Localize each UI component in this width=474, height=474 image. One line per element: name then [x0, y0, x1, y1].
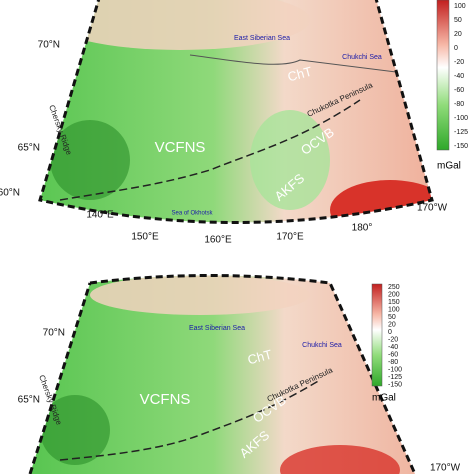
colorbar-tick-label: -125 — [454, 129, 468, 136]
colorbar-tick-label: 50 — [388, 314, 396, 321]
colorbar-unit: mGal — [372, 393, 396, 404]
place-label: ChT — [286, 64, 314, 85]
colorbar-tick-label: -80 — [388, 359, 398, 366]
colorbar-tick-label: -100 — [388, 366, 402, 373]
place-label: East Siberian Sea — [234, 35, 290, 42]
colorbar-tick-label: 50 — [454, 17, 462, 24]
colorbar-tick-label: -60 — [388, 351, 398, 358]
colorbar-unit: mGal — [437, 161, 461, 172]
lon-label: 150°E — [131, 232, 159, 243]
colorbar-tick-label: 100 — [454, 3, 466, 10]
colorbar-tick-label: 0 — [388, 329, 392, 336]
colorbar — [371, 283, 383, 387]
lon-label: 180° — [352, 223, 373, 234]
lon-label: 170°W — [430, 463, 461, 474]
colorbar — [436, 0, 450, 151]
place-label: VCFNS — [140, 391, 191, 408]
colorbar-tick-label: -100 — [454, 115, 468, 122]
colorbar-tick-label: 20 — [454, 31, 462, 38]
panel: 70°N 65°N 60°N 140°E 150°E 160°E 170°E 180° 170°… — [0, 0, 468, 246]
map-frame — [38, 0, 434, 224]
lon-label: 170°E — [276, 232, 304, 243]
map-field — [30, 275, 415, 474]
place-label: Chukchi Sea — [342, 54, 382, 61]
colorbar-tick-label: 100 — [388, 306, 400, 313]
colorbar-tick-label: -20 — [454, 59, 464, 66]
colorbar-tick-label: -40 — [454, 73, 464, 80]
colorbar-tick-label: 20 — [388, 321, 396, 328]
lon-label: 140°E — [86, 210, 114, 221]
map-field — [40, 0, 432, 223]
colorbar-tick-label: -60 — [454, 87, 464, 94]
place-label: Sea of Okhotsk — [171, 211, 213, 217]
place-label: Chukchi Sea — [302, 342, 342, 349]
lat-label: 65°N — [18, 395, 40, 406]
lat-label: 70°N — [38, 40, 60, 51]
place-label: East Siberian Sea — [189, 325, 245, 332]
panel: 70°N 65°N 170°W East Siberian Sea Chukchi Se… — [18, 274, 461, 474]
map-frame — [28, 274, 417, 474]
colorbar-tick-label: -20 — [388, 336, 398, 343]
colorbar-tick-label: 250 — [388, 284, 400, 291]
colorbar-tick-label: -150 — [388, 381, 402, 388]
place-label: ChT — [246, 347, 274, 368]
lat-label: 60°N — [0, 188, 20, 199]
lat-label: 70°N — [43, 328, 65, 339]
place-label: VCFNS — [155, 139, 206, 156]
colorbar-tick-label: -40 — [388, 344, 398, 351]
colorbar-tick-label: 0 — [454, 45, 458, 52]
lon-label: 170°W — [417, 203, 448, 214]
colorbar-tick-label: -125 — [388, 374, 402, 381]
colorbar-tick-label: -150 — [454, 143, 468, 150]
lon-label: 160°E — [204, 235, 232, 246]
colorbar-tick-label: -80 — [454, 101, 464, 108]
colorbar-tick-label: 200 — [388, 291, 400, 298]
colorbar-tick-label: 150 — [388, 299, 400, 306]
lat-label: 65°N — [18, 143, 40, 154]
